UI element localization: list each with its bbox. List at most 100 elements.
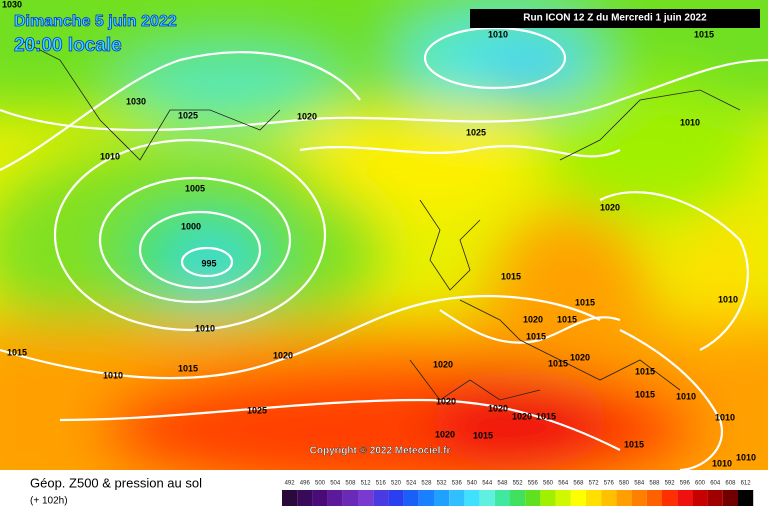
isobar-label: 1010 — [680, 117, 700, 127]
colorbar-cell — [646, 490, 662, 506]
isobar-label: 1020 — [570, 352, 590, 362]
colorbar-cell — [677, 490, 693, 506]
colorbar-label: 564 — [558, 481, 569, 487]
footer-title: Géop. Z500 & pression au sol — [30, 475, 202, 490]
colorbar-cell — [707, 490, 723, 506]
isobar-label: 1010 — [736, 452, 756, 462]
colorbar-label: 540 — [467, 481, 478, 487]
isobar-label: 1020 — [512, 411, 532, 421]
colorbar-cell — [418, 490, 434, 506]
colorbar: 492 496 500 504 508 512 516 520 524 528 532 536 540 5… — [282, 481, 754, 506]
isobar-label: 1020 — [523, 314, 543, 324]
colorbar-cell — [616, 490, 632, 506]
colorbar-label: 536 — [452, 481, 463, 487]
colorbar-cell — [327, 490, 343, 506]
colorbar-cell — [449, 490, 465, 506]
colorbar-label: 596 — [680, 481, 691, 487]
isobar-label: 1015 — [624, 439, 644, 449]
colorbar-label: 588 — [649, 481, 660, 487]
colorbar-label: 508 — [345, 481, 356, 487]
isobar-label: 1015 — [536, 411, 556, 421]
colorbar-label: 504 — [330, 481, 341, 487]
colorbar-cell — [388, 490, 404, 506]
isobar-label: 1015 — [548, 358, 568, 368]
isobar-label: 1010 — [712, 458, 732, 468]
isobar-label: 1020 — [297, 111, 317, 121]
isobar-label: 1015 — [557, 314, 577, 324]
colorbar-label: 580 — [619, 481, 630, 487]
isobar-label: 1030 — [126, 96, 146, 106]
isobar-label: 1025 — [178, 110, 198, 120]
colorbar-cell — [601, 490, 617, 506]
colorbar-cell — [662, 490, 678, 506]
colorbar-cell — [464, 490, 480, 506]
colorbar-label: 568 — [573, 481, 584, 487]
colorbar-label: 608 — [725, 481, 736, 487]
run-label: Run ICON 12 Z du Mercredi 1 juin 2022 — [523, 13, 707, 24]
colorbar-cell — [631, 490, 647, 506]
isobar-label: 1020 — [488, 403, 508, 413]
colorbar-label: 612 — [741, 481, 752, 487]
colorbar-cell — [494, 490, 510, 506]
isobar-label: 1015 — [473, 430, 493, 440]
colorbar-cell — [373, 490, 389, 506]
footer-lead: (+ 102h) — [30, 496, 68, 507]
colorbar-cell — [403, 490, 419, 506]
colorbar-label: 592 — [665, 481, 676, 487]
colorbar-label: 604 — [710, 481, 721, 487]
colorbar-label: 552 — [513, 481, 524, 487]
isobar-label: 1010 — [195, 323, 215, 333]
coastlines — [19, 39, 741, 401]
isobar-label: 1020 — [436, 396, 456, 406]
isobar-label: 1010 — [488, 29, 508, 39]
date-label: Dimanche 5 juin 2022 — [14, 13, 177, 30]
colorbar-cell — [738, 490, 754, 506]
colorbar-label: 524 — [406, 481, 417, 487]
isobar-label: 1010 — [718, 294, 738, 304]
colorbar-label: 520 — [391, 481, 402, 487]
colorbar-label: 528 — [421, 481, 432, 487]
isobar-label: 1015 — [575, 297, 595, 307]
colorbar-label: 556 — [528, 481, 539, 487]
isobar-label: 1020 — [435, 429, 455, 439]
colorbar-label: 516 — [376, 481, 387, 487]
copyright: Copyright © 2022 Meteociel.fr — [310, 446, 451, 457]
colorbar-cell — [434, 490, 450, 506]
isobar-label: 1010 — [676, 391, 696, 401]
isobar-labels: 1030 1010 1015 1030 1025 1020 1025 1010 1010 1005… — [2, 0, 756, 468]
isobar-label: 1030 — [2, 0, 22, 9]
isobar-label: 1015 — [635, 366, 655, 376]
colorbar-cell — [510, 490, 526, 506]
colorbar-label: 548 — [497, 481, 508, 487]
isobar-label: 1010 — [715, 412, 735, 422]
colorbar-label: 600 — [695, 481, 706, 487]
isobar-label: 1005 — [185, 183, 205, 193]
isobar-label: 1025 — [466, 127, 486, 137]
isobar-label: 1000 — [181, 221, 201, 231]
isobar-label: 1015 — [501, 271, 521, 281]
colorbar-cell — [525, 490, 541, 506]
isobar-label: 1025 — [247, 405, 267, 415]
isobar-label: 1015 — [7, 347, 27, 357]
colorbar-label: 544 — [482, 481, 493, 487]
colorbar-cell — [479, 490, 495, 506]
colorbar-label: 532 — [437, 481, 448, 487]
colorbar-cell — [722, 490, 738, 506]
colorbar-cell — [312, 490, 328, 506]
isobar-label: 1010 — [100, 151, 120, 161]
isobar-label: 1020 — [273, 350, 293, 360]
time-label: 20:00 locale — [14, 35, 122, 56]
colorbar-cell — [586, 490, 602, 506]
isobar-label: 1010 — [103, 370, 123, 380]
colorbar-label: 492 — [285, 481, 296, 487]
isobar-label: 1015 — [694, 29, 714, 39]
run-box — [470, 9, 760, 28]
colorbar-cell — [297, 490, 313, 506]
isobar-label: 1015 — [178, 363, 198, 373]
colorbar-label: 496 — [300, 481, 311, 487]
colorbar-cell — [342, 490, 358, 506]
colorbar-cell — [570, 490, 586, 506]
colorbar-cell — [358, 490, 374, 506]
